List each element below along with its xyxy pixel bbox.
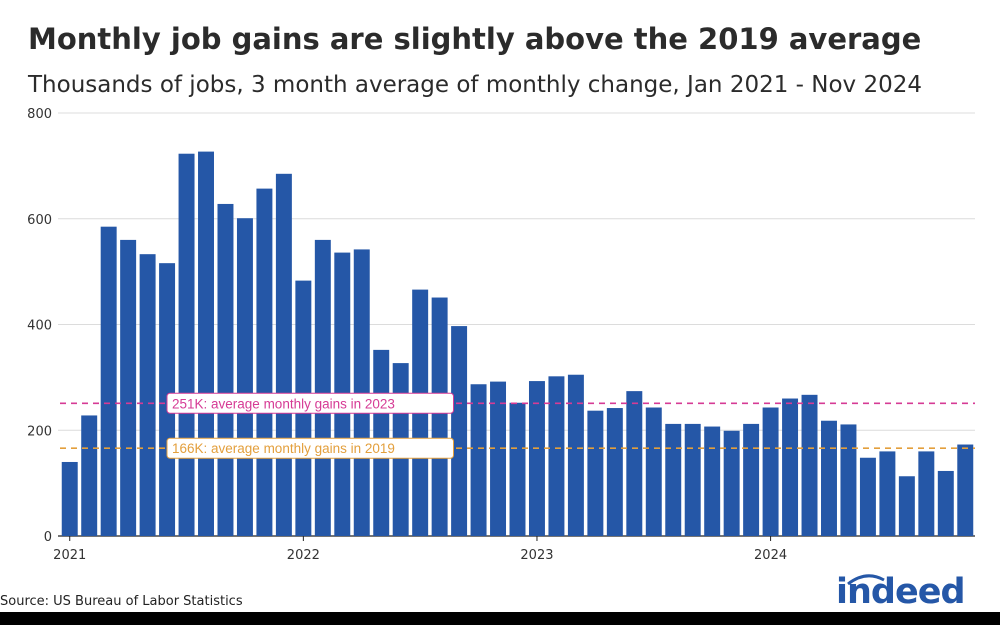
bar [198,151,214,536]
reference-label-box [166,437,454,459]
bar [120,239,137,536]
indeed-logo-arc-icon [847,574,885,586]
y-tick-label: 800 [27,107,52,122]
bar [743,423,760,536]
bar [431,297,448,536]
bar [275,173,292,536]
chart-subtitle: Thousands of jobs, 3 month average of mo… [28,72,923,98]
bar [548,376,565,536]
bar [256,188,273,536]
bar [626,391,643,536]
y-tick-label: 600 [27,213,52,228]
y-tick-label: 200 [27,424,52,439]
bar [490,381,507,536]
x-tick-label: 2024 [754,548,787,563]
y-tick-label: 0 [44,530,52,545]
bar [100,226,117,536]
bar [801,394,818,536]
bar [81,415,98,536]
bar [606,408,623,536]
bar [898,476,915,536]
reference-label: 251K: average monthly gains in 2023 [172,396,395,411]
bar [918,451,935,536]
bar [859,457,876,536]
bottom-bar [0,612,1000,625]
bar [840,424,857,536]
bar [217,203,234,536]
bar [236,218,253,536]
bar [684,423,701,536]
indeed-logo: indeed [836,572,965,612]
bar [762,407,779,536]
bar [451,326,468,536]
reference-label-box [166,392,454,414]
bar [567,374,584,536]
bar [879,451,896,536]
bar [645,407,662,536]
bar [704,426,721,536]
bar [782,398,799,536]
bar [178,153,195,536]
bar [509,402,526,536]
bar [957,444,974,536]
bar [528,381,545,536]
bar [937,470,954,536]
bar [61,461,78,536]
x-tick-label: 2023 [520,548,553,563]
bar [314,239,331,536]
bar [470,384,487,536]
bar-chart: 0 200 400 600 800 2021 2022 2023 2024 251K: avera… [27,107,975,563]
bar [821,420,837,536]
reference-label: 166K: average monthly gains in 2019 [172,441,395,456]
x-tick-label: 2021 [53,548,86,563]
bar [353,249,370,537]
bar [587,410,604,536]
bar [139,254,156,536]
source-note: Source: US Bureau of Labor Statistics [0,594,243,609]
y-tick-label: 400 [27,319,52,334]
x-tick-label: 2022 [287,548,320,563]
bar [723,430,740,536]
bar [665,423,682,536]
chart-title: Monthly job gains are slightly above the… [28,22,922,56]
